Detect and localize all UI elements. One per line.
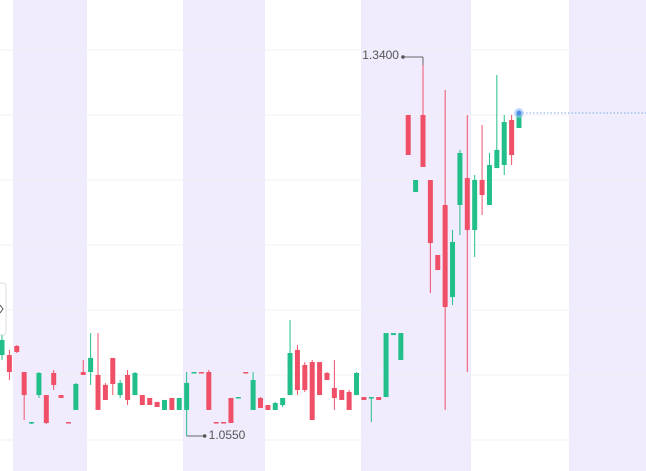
candle-body: [501, 122, 507, 165]
candle-body: [243, 372, 249, 374]
candle-body: [486, 164, 492, 206]
candle-body: [317, 362, 323, 396]
candle-body: [139, 395, 145, 406]
candle-body: [235, 397, 241, 399]
last-price-dot: [516, 110, 522, 116]
candle-body: [405, 114, 411, 156]
grid: [0, 49, 646, 441]
session-band: [569, 0, 646, 471]
session-bands: [13, 0, 646, 471]
candle-body: [287, 353, 293, 396]
high-marker-dot: [401, 55, 405, 59]
candle-body: [280, 397, 286, 406]
candle-body: [198, 372, 204, 374]
candle-body: [368, 397, 374, 399]
candle-body: [58, 395, 64, 398]
low-marker-dot: [202, 434, 207, 438]
candle-body: [302, 364, 308, 390]
candle-body: [361, 397, 367, 400]
candle-body: [427, 180, 433, 244]
candle-body: [354, 372, 360, 396]
candle-body: [294, 349, 300, 390]
candle-body: [457, 153, 463, 206]
candle-body: [206, 372, 212, 410]
candle-body: [376, 397, 382, 400]
candle-body: [413, 180, 419, 192]
plot: 1.3400 1.0550: [0, 48, 646, 442]
candle-body: [110, 357, 116, 385]
low-label: 1.0550: [209, 428, 246, 442]
candle-body: [51, 372, 57, 385]
candle-body: [331, 387, 337, 398]
candle-body: [346, 391, 352, 410]
candle-body: [191, 372, 197, 374]
candle-body: [221, 422, 227, 424]
candle-body: [29, 422, 35, 424]
candle-body: [161, 399, 167, 410]
candle-body: [6, 355, 12, 373]
candle-body: [147, 397, 153, 406]
candle-body: [65, 422, 71, 424]
candle-body: [125, 374, 131, 400]
candle-body: [132, 372, 138, 396]
session-band: [361, 0, 471, 471]
candle-body: [398, 333, 404, 360]
candle-body: [154, 401, 160, 408]
candle-body: [169, 397, 175, 410]
candle-body: [213, 422, 219, 424]
candle-body: [450, 241, 456, 298]
candle-body: [420, 114, 426, 167]
candle-body: [176, 397, 182, 410]
candle-body: [390, 333, 396, 336]
candle-body: [21, 372, 27, 396]
handle-arrow: [0, 304, 4, 314]
candle-body: [102, 384, 108, 400]
candle-body: [14, 345, 20, 352]
candle-body: [80, 372, 86, 375]
candle-body: [184, 382, 190, 410]
candle-body: [250, 380, 256, 410]
candle-body: [309, 362, 315, 421]
candle-body: [383, 333, 389, 398]
candle-body: [509, 120, 515, 156]
candle-body: [73, 384, 79, 410]
candle-body: [472, 180, 478, 231]
candle-body: [117, 382, 123, 396]
candle-body: [435, 255, 441, 271]
candle-body: [516, 112, 522, 129]
candle-body: [0, 339, 5, 356]
candle-body: [88, 357, 94, 373]
candle-body: [265, 405, 271, 410]
candle-body: [95, 374, 101, 410]
candle-body: [479, 180, 485, 196]
candle-body: [228, 397, 234, 423]
candle-body: [272, 403, 278, 410]
candle-body: [43, 395, 49, 423]
candle-body: [324, 372, 330, 381]
candle-body: [494, 149, 500, 169]
candle-body: [36, 372, 42, 396]
candle-body: [442, 205, 448, 308]
candle-body: [258, 397, 263, 408]
high-label: 1.3400: [362, 48, 399, 62]
candle-body: [464, 178, 470, 231]
candle-body: [339, 389, 345, 400]
